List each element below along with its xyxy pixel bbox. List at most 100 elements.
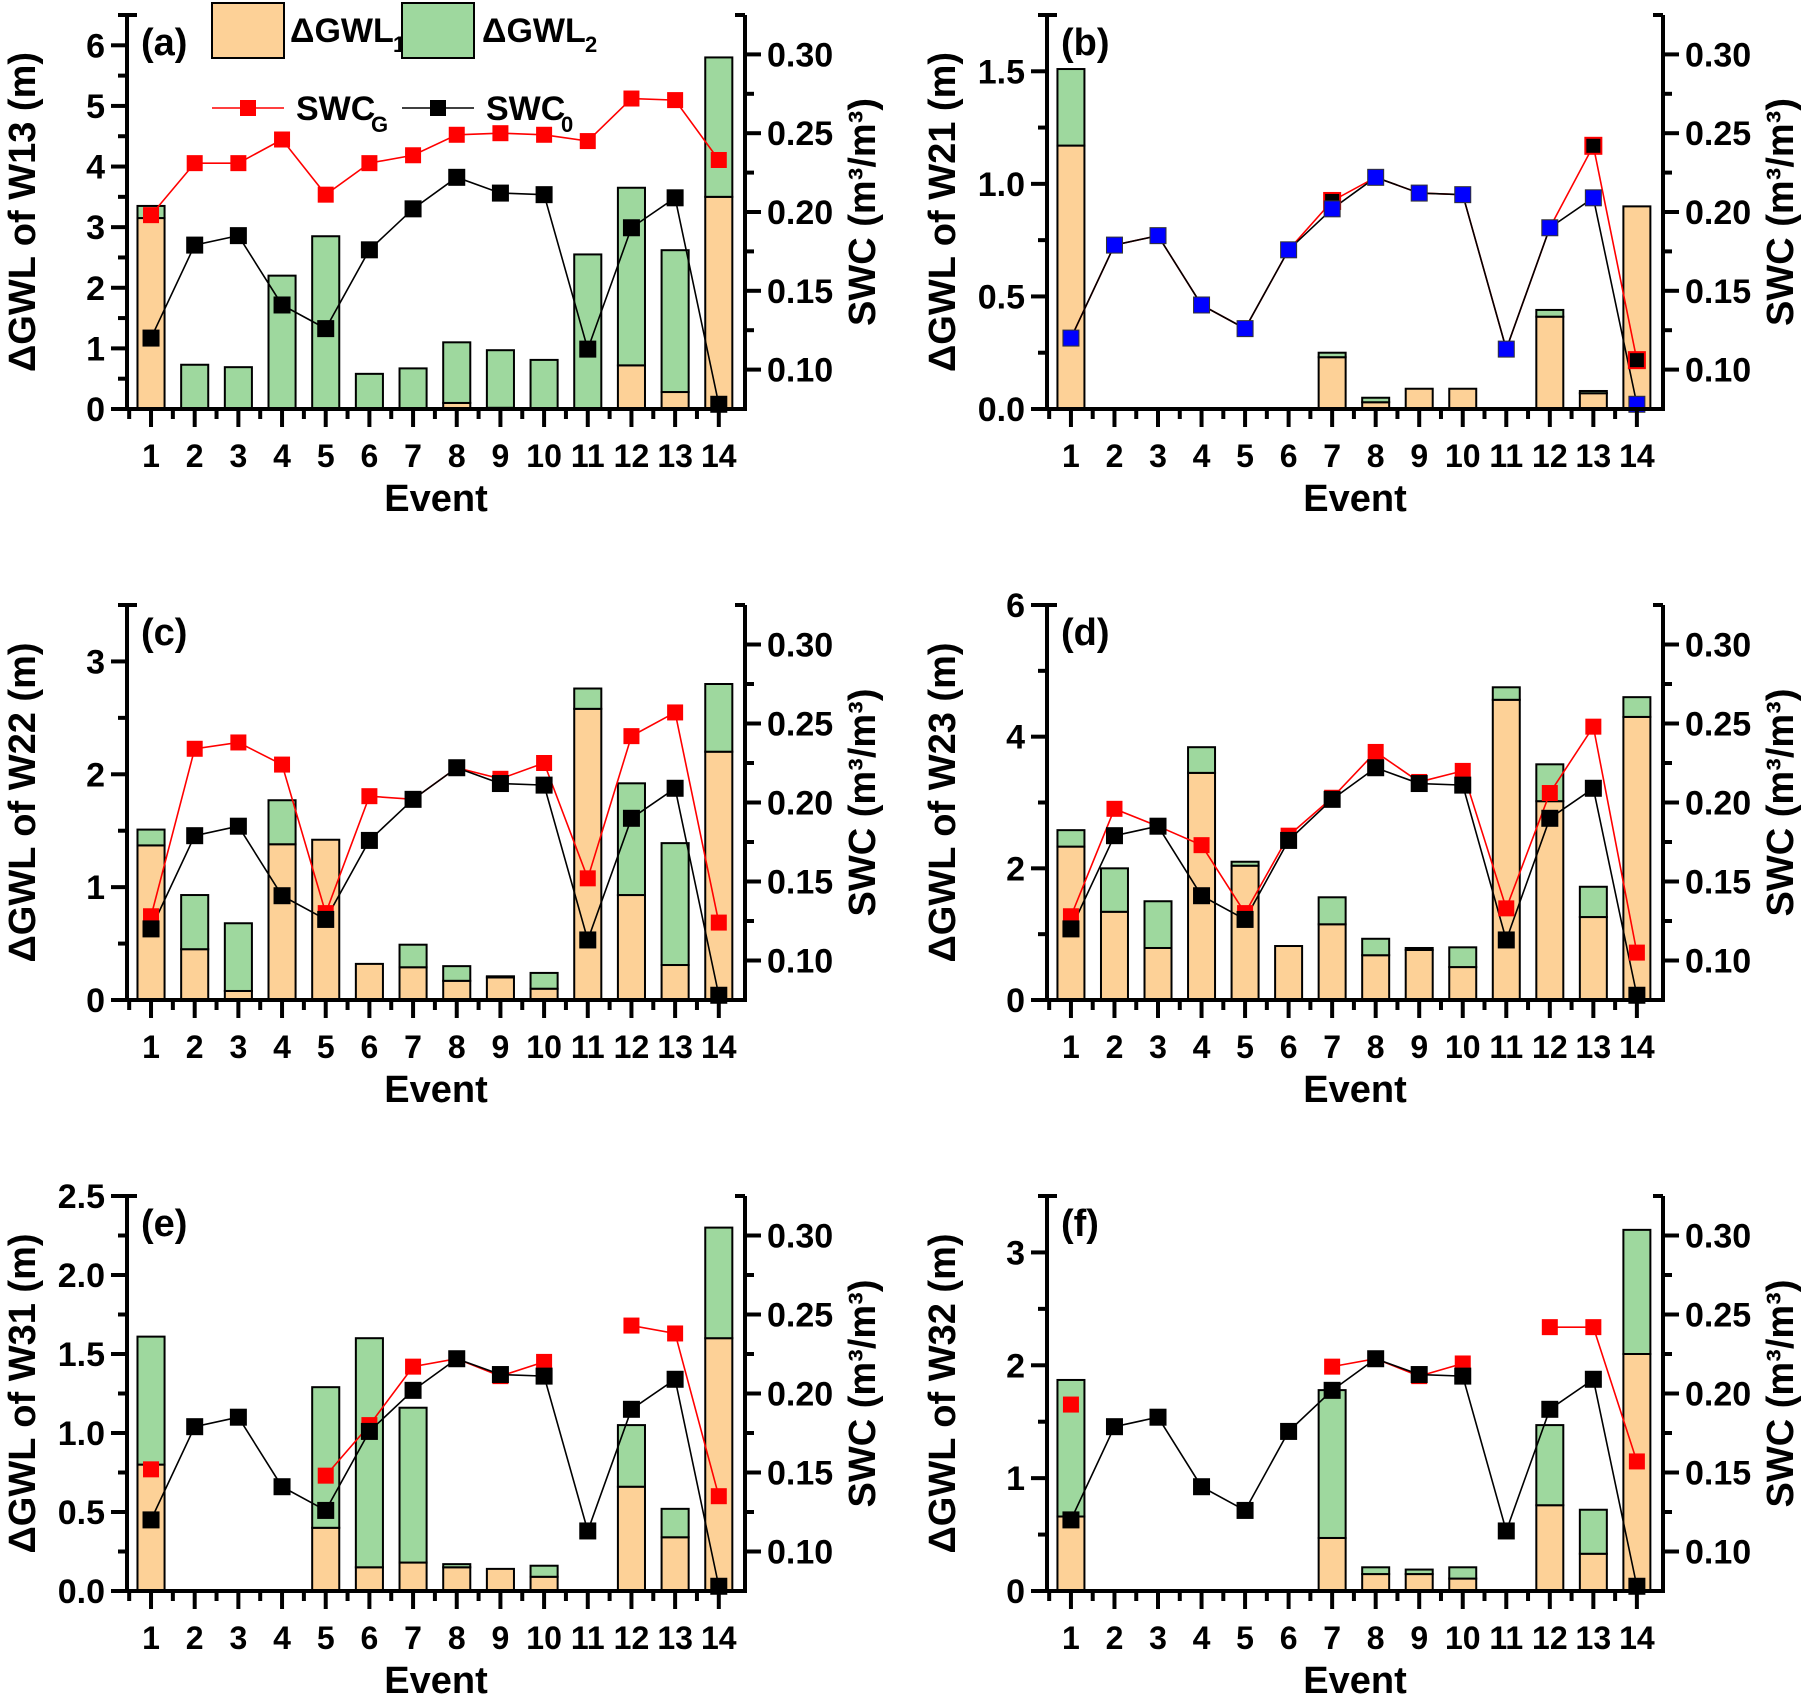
y2-tick-label: 0.25 xyxy=(767,1297,833,1335)
bar-gwl2 xyxy=(660,842,690,967)
x-tick-label: 4 xyxy=(273,1620,291,1656)
x-tick-label: 1 xyxy=(142,438,160,474)
swcg-marker xyxy=(667,704,684,721)
bar-gwl2 xyxy=(1535,308,1565,318)
x-tick-label: 7 xyxy=(1323,1620,1341,1656)
bar-gwl1 xyxy=(704,195,734,410)
bar-gwl1 xyxy=(1099,910,1129,1001)
swcg-marker xyxy=(405,147,422,164)
swc0-marker xyxy=(1236,1501,1254,1519)
legend-swatch-gwl1 xyxy=(211,2,285,59)
swc0-marker xyxy=(229,1408,247,1426)
x-tick-label: 3 xyxy=(1149,438,1167,474)
bar-gwl1 xyxy=(1230,864,1260,1002)
bar-gwl1 xyxy=(485,1567,515,1593)
swc-coincide-marker xyxy=(1323,200,1341,218)
bar-gwl2 xyxy=(1622,1228,1652,1356)
x-tick-label: 5 xyxy=(1236,438,1254,474)
y2-tick-label: 0.10 xyxy=(767,943,833,981)
x-tick-label: 6 xyxy=(1280,1029,1298,1065)
y-axis-label: ΔGWL of W31 (m) xyxy=(2,1233,44,1553)
bar-gwl1 xyxy=(1361,954,1391,1002)
x-tick-label: 11 xyxy=(1489,1620,1523,1656)
y-tick-label: 4 xyxy=(1006,719,1025,757)
bar-gwl2 xyxy=(267,274,297,410)
swc0-marker xyxy=(273,296,291,314)
y-tick-label: 0.0 xyxy=(58,1573,105,1611)
swc0-marker xyxy=(1193,887,1211,905)
bar-gwl2 xyxy=(1578,1508,1608,1555)
x-tick-label: 5 xyxy=(317,438,335,474)
swc0-marker xyxy=(1454,776,1472,794)
y2-tick-label: 0.20 xyxy=(1685,1376,1751,1414)
y2-tick-label: 0.15 xyxy=(767,864,833,902)
swc-coincide-marker xyxy=(1062,329,1080,347)
swc0-marker xyxy=(229,227,247,245)
x-tick-label: 2 xyxy=(1106,1029,1124,1065)
swcg-marker xyxy=(1627,351,1646,370)
bar-gwl2 xyxy=(267,799,297,846)
x-tick-label: 7 xyxy=(404,438,422,474)
x-tick-label: 9 xyxy=(492,1620,510,1656)
bar-gwl1 xyxy=(1274,945,1304,1001)
bar-gwl2 xyxy=(1143,900,1173,949)
bar-gwl2 xyxy=(529,971,559,990)
swc0-marker xyxy=(666,189,684,207)
swcg-marker xyxy=(536,126,553,143)
swcg-marker xyxy=(579,870,596,887)
bar-gwl1 xyxy=(616,894,646,1001)
y-tick-label: 3 xyxy=(86,643,105,681)
bar-gwl2 xyxy=(704,1226,734,1340)
x-tick-label: 3 xyxy=(1149,1029,1167,1065)
swcg-marker xyxy=(1062,1396,1079,1413)
legend-label-gwl2: ΔGWL xyxy=(482,12,586,50)
y2-tick-label: 0.25 xyxy=(767,115,833,153)
x-tick-label: 11 xyxy=(571,438,605,474)
bar-gwl2 xyxy=(1491,686,1521,701)
x-tick-label: 12 xyxy=(614,438,650,474)
bar-gwl1 xyxy=(136,217,166,410)
x-tick-label: 5 xyxy=(1236,1029,1254,1065)
bar-gwl2 xyxy=(1622,696,1652,718)
x-tick-label: 9 xyxy=(492,1029,510,1065)
swc0-marker xyxy=(360,831,378,849)
bar-gwl1 xyxy=(1404,387,1434,411)
bar-gwl2 xyxy=(1317,351,1347,359)
bar-gwl2 xyxy=(180,894,210,951)
legend-marker-swc0 xyxy=(430,100,446,116)
legend-label-swc0: SWC xyxy=(486,90,565,128)
swc0-marker xyxy=(1323,1381,1341,1399)
swcg-marker xyxy=(1585,718,1602,735)
bar-gwl2 xyxy=(442,965,472,982)
bar-gwl2 xyxy=(1578,885,1608,919)
x-tick-label: 8 xyxy=(1367,1029,1385,1065)
y2-axis-label: SWC (m³/m³) xyxy=(842,689,884,917)
panel-label: (d) xyxy=(1061,612,1110,654)
x-tick-label: 2 xyxy=(186,438,204,474)
x-tick-label: 4 xyxy=(273,438,291,474)
x-tick-label: 11 xyxy=(1489,438,1523,474)
bar-gwl2 xyxy=(1578,389,1608,395)
swc0-marker xyxy=(273,1478,291,1496)
y2-axis-label: SWC (m³/m³) xyxy=(1760,98,1802,326)
bar-gwl1 xyxy=(1535,315,1565,411)
swcg-marker xyxy=(579,133,596,150)
swc0-marker xyxy=(666,1370,684,1388)
x-tick-label: 2 xyxy=(1106,1620,1124,1656)
bar-gwl2 xyxy=(398,943,428,969)
x-tick-label: 14 xyxy=(1619,1029,1655,1065)
panel-label: (f) xyxy=(1061,1203,1099,1245)
bar-gwl1 xyxy=(1317,1536,1347,1593)
bar-gwl1 xyxy=(1317,356,1347,410)
swcg-marker xyxy=(492,125,509,142)
x-tick-label: 6 xyxy=(360,1620,378,1656)
swc0-marker xyxy=(1236,910,1254,928)
swc0-line xyxy=(150,176,720,405)
swcg-marker xyxy=(448,126,465,143)
y2-tick-label: 0.10 xyxy=(1685,1534,1751,1572)
bar-gwl1 xyxy=(1056,144,1086,410)
x-tick-label: 13 xyxy=(1576,1029,1612,1065)
swc0-marker xyxy=(317,320,335,338)
